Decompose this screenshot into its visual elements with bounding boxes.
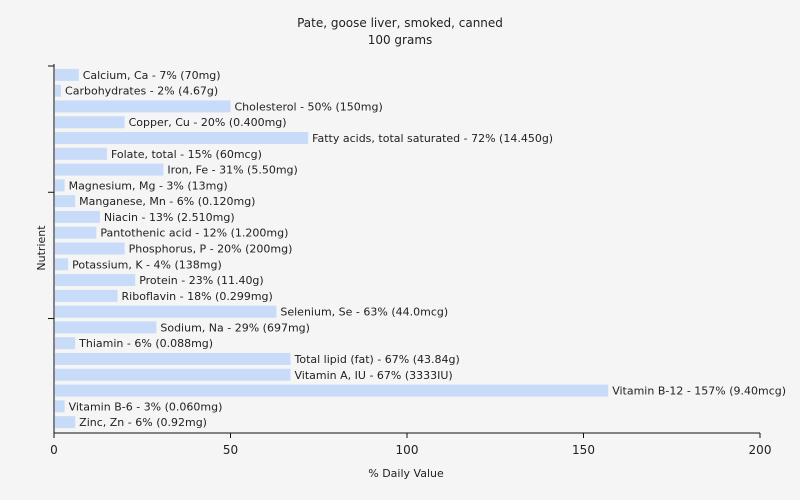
y-axis-label: Nutrient	[35, 225, 48, 271]
bar-label: Iron, Fe - 31% (5.50mg)	[167, 164, 297, 177]
bar-label: Total lipid (fat) - 67% (43.84g)	[294, 353, 460, 366]
bar-label: Vitamin B-12 - 157% (9.40mcg)	[612, 385, 786, 398]
bar	[55, 210, 100, 223]
bar-label: Manganese, Mn - 6% (0.120mg)	[79, 195, 255, 208]
bar	[55, 384, 609, 397]
bar	[55, 352, 291, 365]
bar-label: Riboflavin - 18% (0.299mg)	[122, 290, 273, 303]
bar	[55, 321, 157, 334]
x-tick-label: 50	[223, 443, 238, 457]
bar	[55, 195, 76, 208]
bar-label: Vitamin A, IU - 67% (3333IU)	[295, 369, 453, 382]
axes-group: 0 50 100 150 200	[48, 64, 771, 457]
bar-label: Selenium, Se - 63% (44.0mcg)	[280, 306, 448, 319]
bar	[55, 100, 231, 113]
bar-label: Potassium, K - 4% (138mg)	[72, 258, 222, 271]
bar-label: Carbohydrates - 2% (4.67g)	[65, 85, 218, 98]
bar	[55, 258, 69, 271]
bar-label: Folate, total - 15% (60mcg)	[111, 148, 262, 161]
bar	[55, 132, 309, 145]
bar	[55, 179, 65, 192]
bar-label: Phosphorus, P - 20% (200mg)	[129, 243, 293, 256]
bar	[55, 274, 136, 287]
bar	[55, 84, 62, 97]
bar	[55, 68, 79, 81]
bar-label: Pantothenic acid - 12% (1.200mg)	[100, 227, 288, 240]
bar-label: Protein - 23% (11.40g)	[139, 274, 264, 287]
bar-label: Copper, Cu - 20% (0.400mg)	[129, 116, 287, 129]
bar-label: Vitamin B-6 - 3% (0.060mg)	[69, 400, 223, 413]
bar-label: Cholesterol - 50% (150mg)	[235, 100, 383, 113]
bar	[55, 400, 65, 413]
chart-title: Pate, goose liver, smoked, canned	[297, 16, 503, 30]
bar-label: Sodium, Na - 29% (697mg)	[160, 321, 310, 334]
chart-subtitle: 100 grams	[368, 33, 433, 47]
bar	[55, 416, 76, 429]
x-tick-label: 0	[50, 443, 58, 457]
bar-label: Magnesium, Mg - 3% (13mg)	[69, 179, 228, 192]
bar-label: Fatty acids, total saturated - 72% (14.4…	[312, 132, 553, 145]
bar	[55, 116, 125, 129]
bar	[55, 305, 277, 318]
bar	[55, 226, 97, 239]
bar	[55, 368, 291, 381]
x-tick-label: 100	[396, 443, 419, 457]
bar-label: Niacin - 13% (2.510mg)	[104, 211, 235, 224]
x-tick-label: 150	[572, 443, 595, 457]
bar-label: Thiamin - 6% (0.088mg)	[78, 337, 213, 350]
x-tick-label: 200	[749, 443, 772, 457]
x-axis-label: % Daily Value	[368, 467, 444, 480]
bar	[55, 242, 125, 255]
bar-label: Zinc, Zn - 6% (0.92mg)	[79, 416, 207, 429]
bar	[55, 337, 76, 350]
bar-label: Calcium, Ca - 7% (70mg)	[83, 69, 221, 82]
bar	[55, 289, 118, 302]
bar	[55, 147, 107, 160]
bar	[55, 163, 164, 176]
bars-group: Calcium, Ca - 7% (70mg) Carbohydrates - 2…	[55, 68, 786, 429]
